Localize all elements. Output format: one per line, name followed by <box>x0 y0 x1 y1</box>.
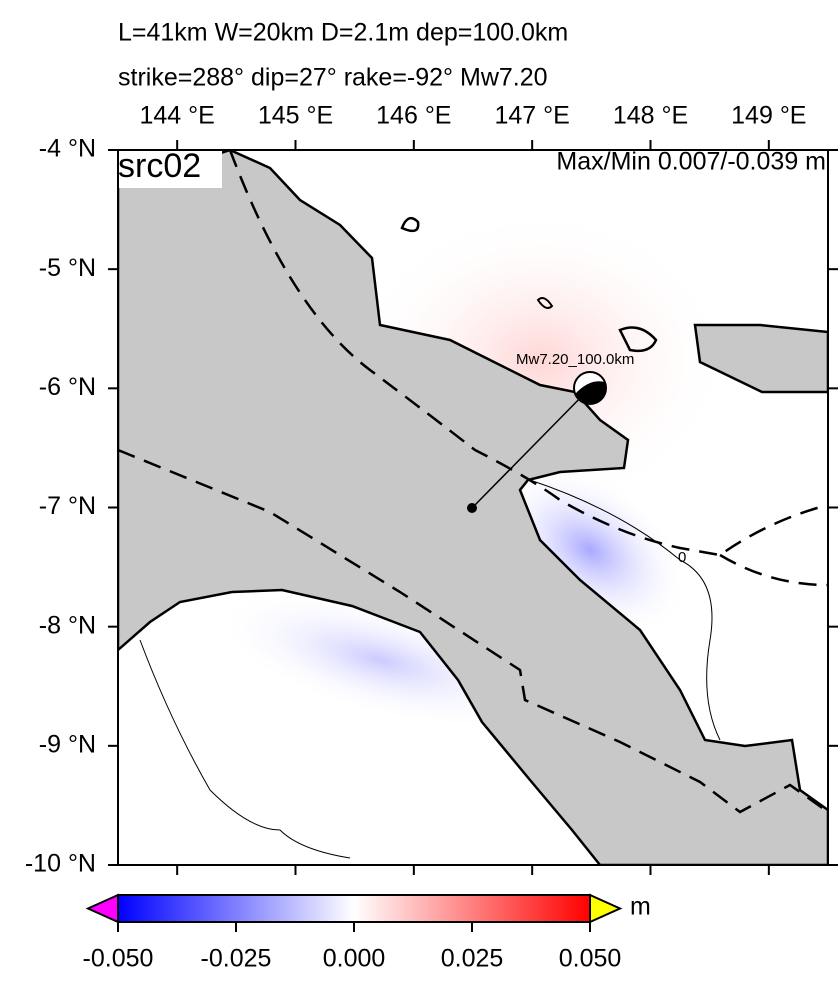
x-tick-label: 145 °E <box>258 102 333 130</box>
colorbar-tick-label: 0.000 <box>323 945 386 973</box>
x-tick-label: 147 °E <box>494 102 569 130</box>
map-area: Mw7.20_100.0km 0 <box>118 150 828 865</box>
max-min: Max/Min 0.007/-0.039 m <box>556 148 826 176</box>
y-tick-label: -7 °N <box>39 492 96 520</box>
centroid <box>467 503 477 513</box>
title-line: strike=288° dip=27° rake=-92° Mw7.20 <box>118 64 548 92</box>
colorbar-tick-label: 0.025 <box>441 945 504 973</box>
beachball-fill <box>575 381 607 405</box>
colorbar <box>117 894 591 923</box>
plate-boundary <box>228 150 828 587</box>
y-tick-label: -8 °N <box>39 611 96 639</box>
x-tick-label: 144 °E <box>139 102 214 130</box>
x-tick-label: 146 °E <box>376 102 451 130</box>
label-box <box>118 150 222 188</box>
label-box <box>490 150 828 182</box>
colorbar-tick-label: 0.050 <box>559 945 622 973</box>
coastline <box>529 479 721 741</box>
event-label: Mw7.20_100.0km <box>516 351 634 368</box>
colorbar-low <box>85 893 119 924</box>
y-tick-label: -9 °N <box>39 730 96 758</box>
x-tick-label: 148 °E <box>613 102 688 130</box>
islet <box>618 326 658 353</box>
y-tick-label: -6 °N <box>39 373 96 401</box>
islet <box>400 216 420 233</box>
colorbar-tick-label: -0.025 <box>201 945 272 973</box>
fault-line <box>471 387 591 509</box>
land <box>693 323 828 394</box>
contour-label: 0 <box>678 549 686 566</box>
y-tick-label: -5 °N <box>39 254 96 282</box>
colorbar-unit: m <box>630 893 651 921</box>
colorbar-tick-label: -0.050 <box>83 945 154 973</box>
panel-label: src02 <box>118 147 201 185</box>
y-tick-label: -10 °N <box>25 850 96 878</box>
x-tick-label: 149 °E <box>731 102 806 130</box>
coastline <box>139 639 351 859</box>
y-tick-label: -4 °N <box>39 135 96 163</box>
islet <box>536 297 554 309</box>
title-line: L=41km W=20km D=2.1m dep=100.0km <box>118 19 568 47</box>
plate-boundary <box>118 448 828 814</box>
colorbar-high <box>589 893 623 924</box>
